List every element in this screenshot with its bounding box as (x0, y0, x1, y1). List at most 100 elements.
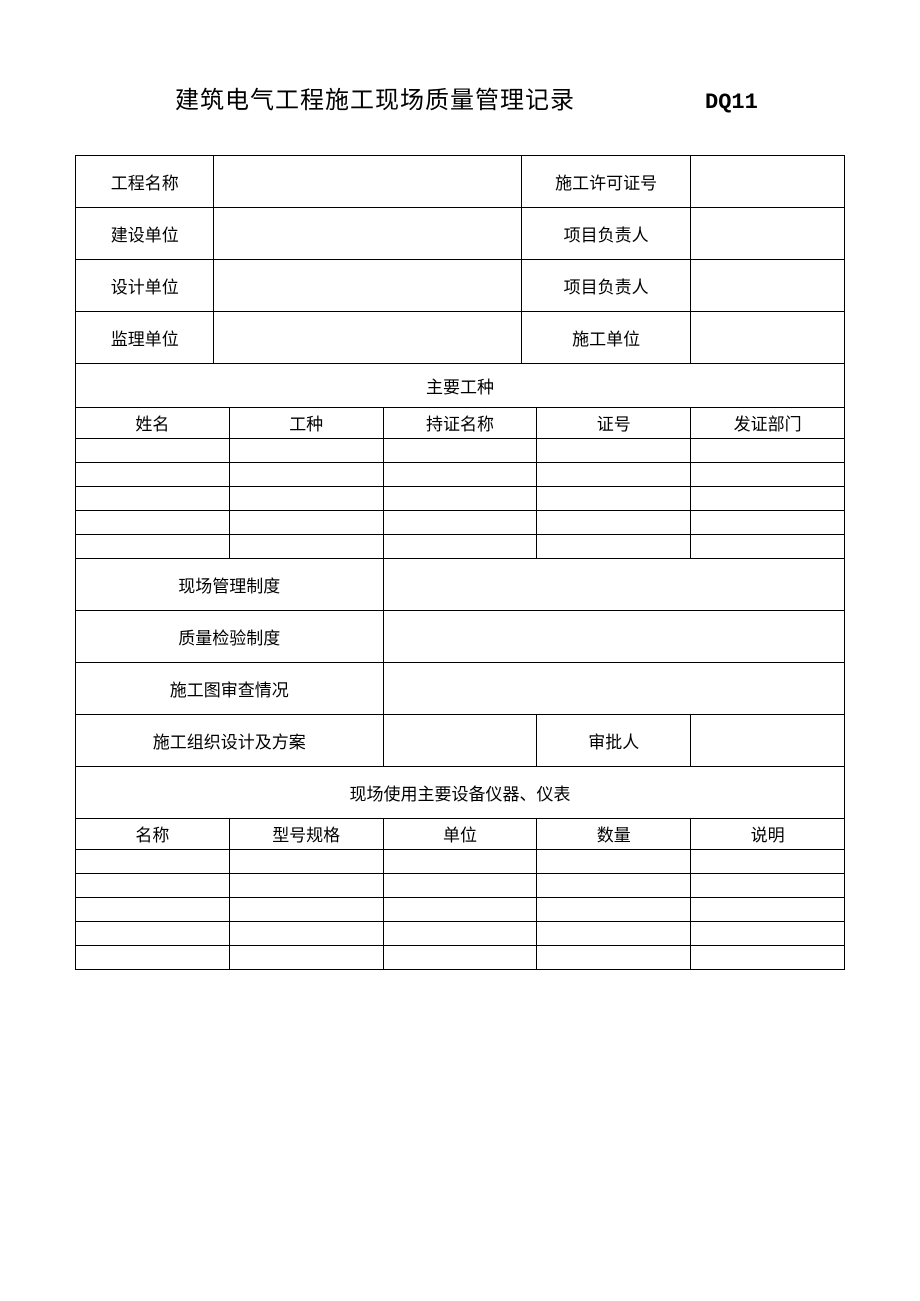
label-site-mgmt: 现场管理制度 (76, 559, 384, 611)
cell (229, 873, 383, 897)
value-construction-unit (214, 208, 522, 260)
cell (537, 438, 691, 462)
value-site-mgmt (383, 559, 844, 611)
cell (229, 486, 383, 510)
value-supervision-unit (214, 312, 522, 364)
cell (383, 921, 537, 945)
cell (76, 534, 230, 558)
label-builder-unit: 施工单位 (522, 312, 691, 364)
col-cert-name: 持证名称 (383, 408, 537, 438)
cell (691, 486, 845, 510)
cell (537, 873, 691, 897)
label-design-plan: 施工组织设计及方案 (76, 715, 384, 767)
table-row (76, 462, 845, 486)
cell (229, 849, 383, 873)
cell (76, 510, 230, 534)
cell (76, 849, 230, 873)
cell (691, 873, 845, 897)
label-quality-inspection: 质量检验制度 (76, 611, 384, 663)
table-row (76, 486, 845, 510)
col-desc: 说明 (691, 819, 845, 849)
cell (76, 897, 230, 921)
label-construction-unit: 建设单位 (76, 208, 214, 260)
table-row (76, 849, 845, 873)
cell (537, 945, 691, 969)
col-cert-no: 证号 (537, 408, 691, 438)
info-row: 监理单位 施工单位 (76, 312, 845, 364)
cell (691, 897, 845, 921)
cell (76, 873, 230, 897)
table-row (76, 897, 845, 921)
info-row: 设计单位 项目负责人 (76, 260, 845, 312)
mgmt-row: 质量检验制度 (76, 611, 845, 663)
cell (537, 510, 691, 534)
label-permit-no: 施工许可证号 (522, 156, 691, 208)
cell (383, 462, 537, 486)
value-project-leader-1 (691, 208, 845, 260)
mgmt-row: 施工图审查情况 (76, 663, 845, 715)
cell (691, 534, 845, 558)
label-project-name: 工程名称 (76, 156, 214, 208)
table-row (76, 945, 845, 969)
label-project-leader-2: 项目负责人 (522, 260, 691, 312)
section2-table: 名称 型号规格 单位 数量 说明 (75, 819, 845, 970)
table-row (76, 921, 845, 945)
value-design-plan (383, 715, 537, 767)
section2-title: 现场使用主要设备仪器、仪表 (76, 767, 845, 819)
cell (76, 486, 230, 510)
value-approver (691, 715, 845, 767)
value-permit-no (691, 156, 845, 208)
cell (383, 945, 537, 969)
section1-title: 主要工种 (76, 364, 845, 408)
col-unit: 单位 (383, 819, 537, 849)
mgmt-table: 现场管理制度 质量检验制度 施工图审查情况 施工组织设计及方案 审批人 现场使用… (75, 559, 845, 820)
section2-header-row: 名称 型号规格 单位 数量 说明 (76, 819, 845, 849)
table-row (76, 534, 845, 558)
label-approver: 审批人 (537, 715, 691, 767)
mgmt-row: 现场管理制度 (76, 559, 845, 611)
cell (229, 921, 383, 945)
cell (383, 873, 537, 897)
cell (537, 462, 691, 486)
cell (383, 438, 537, 462)
cell (537, 486, 691, 510)
main-table: 工程名称 施工许可证号 建设单位 项目负责人 设计单位 项目负责人 监理单位 施… (75, 155, 845, 408)
cell (229, 945, 383, 969)
cell (691, 510, 845, 534)
cell (229, 462, 383, 486)
cell (383, 534, 537, 558)
table-row (76, 873, 845, 897)
cell (76, 921, 230, 945)
col-qty: 数量 (537, 819, 691, 849)
section1-table: 姓名 工种 持证名称 证号 发证部门 (75, 408, 845, 559)
label-design-unit: 设计单位 (76, 260, 214, 312)
cell (537, 897, 691, 921)
section2-title-row: 现场使用主要设备仪器、仪表 (76, 767, 845, 819)
section1-title-row: 主要工种 (76, 364, 845, 408)
col-issuer: 发证部门 (691, 408, 845, 438)
value-project-leader-2 (691, 260, 845, 312)
value-quality-inspection (383, 611, 844, 663)
col-model-spec: 型号规格 (229, 819, 383, 849)
table-row (76, 438, 845, 462)
cell (383, 486, 537, 510)
col-work-type: 工种 (229, 408, 383, 438)
design-plan-row: 施工组织设计及方案 审批人 (76, 715, 845, 767)
document-header: 建筑电气工程施工现场质量管理记录 DQ11 (75, 80, 845, 115)
cell (691, 921, 845, 945)
cell (229, 534, 383, 558)
cell (76, 438, 230, 462)
col-name: 姓名 (76, 408, 230, 438)
cell (691, 945, 845, 969)
cell (537, 849, 691, 873)
label-drawing-review: 施工图审查情况 (76, 663, 384, 715)
cell (691, 849, 845, 873)
info-row: 建设单位 项目负责人 (76, 208, 845, 260)
cell (229, 438, 383, 462)
value-drawing-review (383, 663, 844, 715)
label-supervision-unit: 监理单位 (76, 312, 214, 364)
table-row (76, 510, 845, 534)
cell (76, 945, 230, 969)
document-code: DQ11 (705, 90, 758, 115)
cell (537, 921, 691, 945)
